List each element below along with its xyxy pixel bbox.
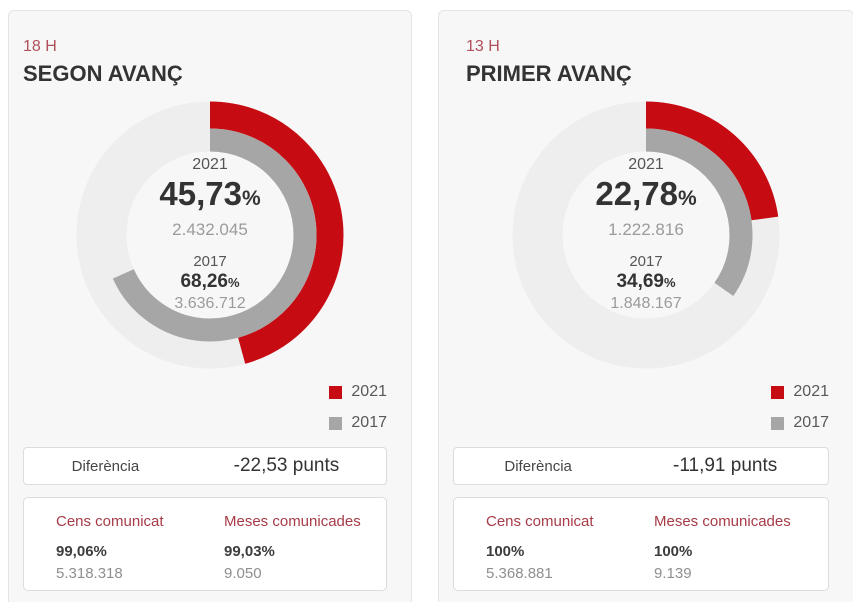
percent-sign: % xyxy=(227,275,240,290)
donut-svg xyxy=(512,101,780,369)
census-reported-count: 5.318.318 xyxy=(56,565,123,582)
legend-label: 2017 xyxy=(793,414,829,431)
stations-reported-column: Meses comunicades 100% 9.139 xyxy=(654,513,791,590)
census-reported-count: 5.368.881 xyxy=(486,565,553,582)
year-label-2017: 2017 xyxy=(629,253,663,270)
legend-item-2021: 2021 xyxy=(771,383,829,401)
participation-pct-2017: 68,26% xyxy=(180,270,239,294)
census-reported-heading: Cens comunicat xyxy=(56,513,164,530)
stations-reported-heading: Meses comunicades xyxy=(654,513,791,530)
stations-reported-count: 9.050 xyxy=(224,565,262,582)
donut-center-text: 2021 22,78% 1.222.816 2017 34,69% 1.848.… xyxy=(506,95,786,375)
time-label: 18 H xyxy=(23,38,57,55)
participation-pct-2021: 22,78% xyxy=(595,174,696,219)
legend-swatch-2017 xyxy=(771,416,785,430)
time-label: 13 H xyxy=(466,38,500,55)
legend-label: 2021 xyxy=(793,383,829,400)
difference-box: Diferència -22,53 punts xyxy=(23,447,387,485)
pct-number: 45,73 xyxy=(159,175,242,212)
participation-pct-2021: 45,73% xyxy=(159,174,260,219)
legend-item-2021: 2021 xyxy=(329,383,387,401)
participation-pct-2017: 34,69% xyxy=(616,270,675,294)
census-reported-pct: 99,06% xyxy=(56,543,107,560)
percent-sign: % xyxy=(663,275,676,290)
results-card-segon-avanc: 18 H SEGON AVANÇ 2021 45,73% 2.432.045 2… xyxy=(8,10,412,602)
donut-center-text: 2021 45,73% 2.432.045 2017 68,26% 3.636.… xyxy=(70,95,350,375)
card-header: 18 H SEGON AVANÇ xyxy=(9,11,411,87)
reporting-stats-box: Cens comunicat 100% 5.368.881 Meses comu… xyxy=(453,497,829,591)
difference-label: Diferència xyxy=(504,457,572,475)
participation-donut-chart: 2021 22,78% 1.222.816 2017 34,69% 1.848.… xyxy=(506,95,786,375)
census-reported-pct: 100% xyxy=(486,543,525,560)
reporting-stats-box: Cens comunicat 99,06% 5.318.318 Meses co… xyxy=(23,497,387,591)
pct-number: 34,69 xyxy=(616,271,664,292)
votes-2017: 3.636.712 xyxy=(174,295,246,312)
legend-label: 2017 xyxy=(351,414,387,431)
pct-number: 68,26 xyxy=(180,271,228,292)
difference-box: Diferència -11,91 punts xyxy=(453,447,829,485)
pct-number: 22,78 xyxy=(595,175,678,212)
legend-item-2017: 2017 xyxy=(329,414,387,432)
participation-donut-chart: 2021 45,73% 2.432.045 2017 68,26% 3.636.… xyxy=(70,95,350,375)
card-title: PRIMER AVANÇ xyxy=(466,61,632,86)
census-reported-column: Cens comunicat 99,06% 5.318.318 xyxy=(56,513,224,590)
votes-2021: 1.222.816 xyxy=(608,220,684,239)
stations-reported-heading: Meses comunicades xyxy=(224,513,361,530)
legend-label: 2021 xyxy=(351,383,387,400)
donut-arc-2017 xyxy=(539,128,753,342)
donut-arc-2021 xyxy=(512,101,780,369)
percent-sign: % xyxy=(241,187,261,210)
stations-reported-pct: 100% xyxy=(654,543,693,560)
difference-value: -22,53 punts xyxy=(233,455,340,476)
census-reported-column: Cens comunicat 100% 5.368.881 xyxy=(486,513,654,590)
donut-svg xyxy=(76,101,344,369)
difference-label: Diferència xyxy=(71,457,140,475)
difference-value: -11,91 punts xyxy=(673,455,778,476)
chart-legend: 2021 2017 xyxy=(439,383,829,432)
legend-swatch-2017 xyxy=(329,416,343,430)
stations-reported-column: Meses comunicades 99,03% 9.050 xyxy=(224,513,361,590)
chart-legend: 2021 2017 xyxy=(9,383,387,432)
card-title: SEGON AVANÇ xyxy=(23,61,183,86)
donut-arc-2021 xyxy=(76,101,344,369)
year-label-2017: 2017 xyxy=(193,253,227,270)
votes-2017: 1.848.167 xyxy=(610,295,682,312)
census-reported-heading: Cens comunicat xyxy=(486,513,594,530)
stations-reported-pct: 99,03% xyxy=(224,543,275,560)
stations-reported-count: 9.139 xyxy=(654,565,692,582)
card-header: 13 H PRIMER AVANÇ xyxy=(439,11,853,87)
legend-swatch-2021 xyxy=(771,385,785,399)
year-label-2021: 2021 xyxy=(628,156,664,173)
votes-2021: 2.432.045 xyxy=(172,220,248,239)
legend-item-2017: 2017 xyxy=(771,414,829,432)
results-card-primer-avanc: 13 H PRIMER AVANÇ 2021 22,78% 1.222.816 … xyxy=(438,10,853,602)
percent-sign: % xyxy=(677,187,697,210)
legend-swatch-2021 xyxy=(329,385,343,399)
donut-arc-2017 xyxy=(103,128,317,342)
year-label-2021: 2021 xyxy=(192,156,228,173)
